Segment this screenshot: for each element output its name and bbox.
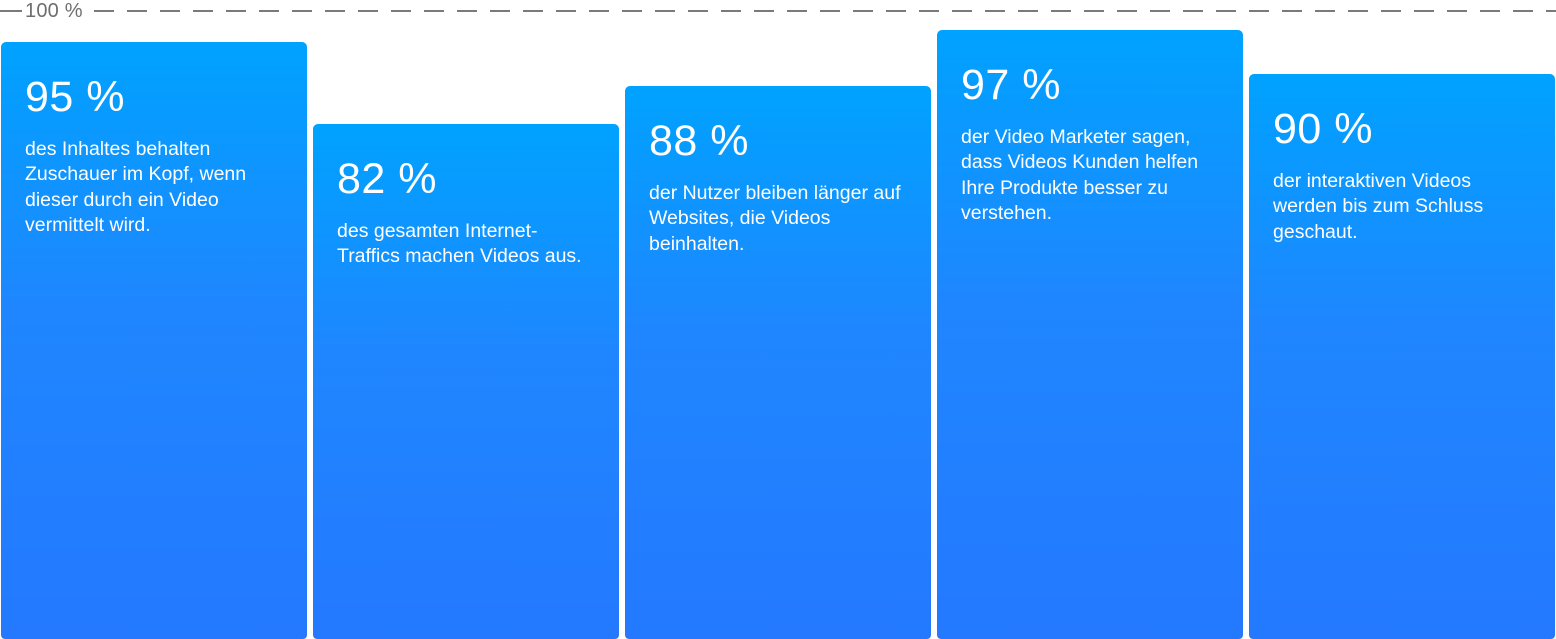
bar-category-label: des gesamten Internet-Traffics machen Vi… — [337, 220, 582, 268]
bar-4: 97 % der Video Marketer sagen, dass Video… — [937, 30, 1243, 639]
bar-category-label: der interaktiven Videos werden bis zum S… — [1273, 170, 1484, 243]
reference-line-left-segment — [0, 10, 22, 12]
bar-value-label: 82 % — [337, 155, 438, 203]
bar-2: 82 % des gesamten Internet-Traffics mache… — [313, 124, 619, 639]
bar-1: 95 % des Inhaltes behalten Zuschauer im K… — [1, 42, 307, 639]
reference-line-100: 100 % — [0, 0, 1556, 22]
bar-value-label: 88 % — [649, 117, 750, 165]
bar-value-label: 90 % — [1273, 105, 1374, 153]
bar-value-label: 95 % — [25, 73, 126, 121]
bar-category-label: der Nutzer bleiben länger auf Websites, … — [649, 182, 901, 255]
bar-3: 88 % der Nutzer bleiben länger auf Websit… — [625, 86, 931, 639]
bar-category-label: des Inhaltes behalten Zuschauer im Kopf,… — [25, 138, 247, 236]
reference-line-dashes — [94, 10, 1556, 12]
bar-category-label: der Video Marketer sagen, dass Videos Ku… — [961, 126, 1199, 224]
reference-line-label: 100 % — [25, 0, 83, 22]
bar-value-label: 97 % — [961, 61, 1062, 109]
bar-5: 90 % der interaktiven Videos werden bis z… — [1249, 74, 1555, 639]
